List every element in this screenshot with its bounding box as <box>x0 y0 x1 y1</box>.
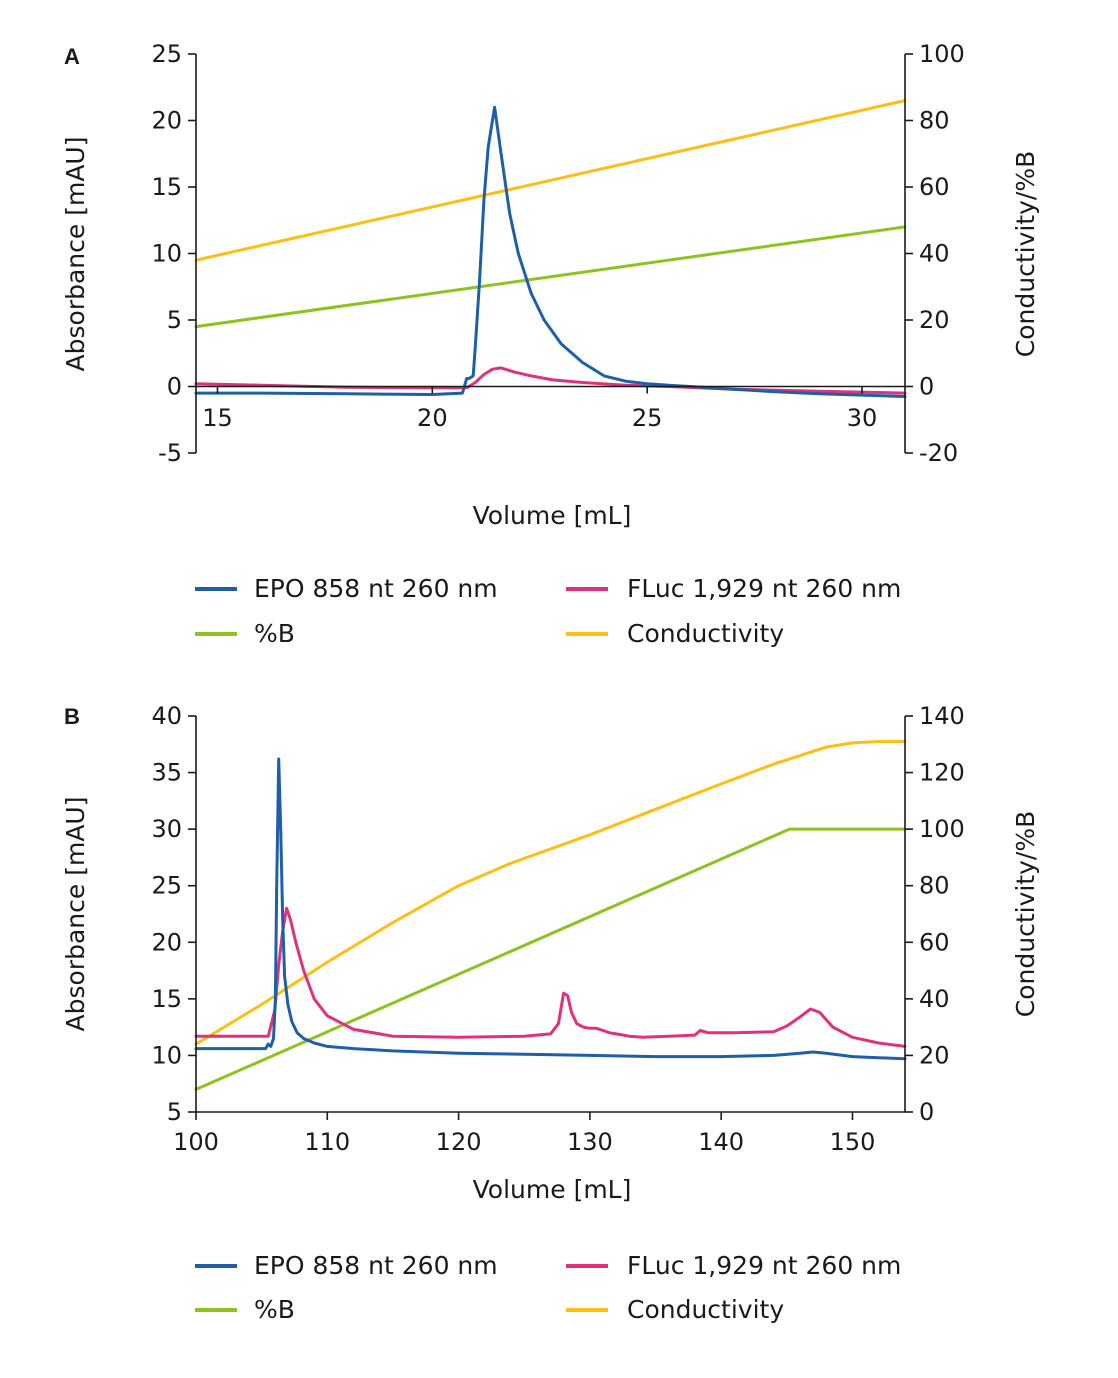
series-line-conductivity-a <box>194 99 907 262</box>
y2-tick-label: 80 <box>919 872 950 900</box>
panel-label-a: A <box>64 44 80 69</box>
y2-tick-label: 140 <box>919 702 965 730</box>
legend-label-percent-b-a: %B <box>254 619 295 648</box>
x-tick-label: 30 <box>847 404 878 432</box>
y-tick-label: 40 <box>151 702 182 730</box>
legend-label-conductivity-b: Conductivity <box>627 1295 784 1324</box>
series-line-fluc-1-929-nt-260-nm-b <box>194 906 907 1048</box>
axes-group-b: 5 10 15 20 25 30 35 40 0 20 40 60 80 100 120 140 100 110 1… <box>151 702 964 1156</box>
legend-label-conductivity-a: Conductivity <box>627 619 784 648</box>
y-tick-label: 10 <box>151 240 182 268</box>
legend-label-epo-a: EPO 858 nt 260 nm <box>254 574 498 603</box>
legend-label-epo-b: EPO 858 nt 260 nm <box>254 1251 498 1280</box>
y-tick-label: 20 <box>151 107 182 135</box>
panel-label-b: B <box>64 704 80 729</box>
y-axis-title-b: Absorbance [mAU] <box>61 797 90 1032</box>
series-line-b-a <box>194 225 907 329</box>
series-line-epo-858-nt-260-nm-a <box>194 105 907 398</box>
series-line-conductivity-b <box>194 740 907 1046</box>
y2-tick-label: 20 <box>919 1041 950 1069</box>
y-tick-label: 25 <box>151 40 182 68</box>
x-tick-label: 150 <box>830 1128 876 1156</box>
y2-tick-label: 60 <box>919 928 950 956</box>
y2-tick-label: 0 <box>919 373 934 401</box>
y-tick-label: 10 <box>151 1041 182 1069</box>
chart-panel-b: B 5 10 15 20 25 30 35 40 0 20 40 60 80 100 120 140 100 11… <box>61 702 1040 1324</box>
legend-b: EPO 858 nt 260 nm FLuc 1,929 nt 260 nm %… <box>195 1251 901 1324</box>
y2-tick-label: -20 <box>919 439 958 467</box>
y2-tick-label: 120 <box>919 759 965 787</box>
x-tick-label: 130 <box>567 1128 613 1156</box>
x-tick-label: 15 <box>202 404 233 432</box>
series-line-epo-858-nt-260-nm-b <box>194 757 907 1061</box>
x-tick-label: 20 <box>417 404 448 432</box>
y-tick-label: 15 <box>151 985 182 1013</box>
x-axis-title-b: Volume [mL] <box>473 1175 632 1204</box>
chart-panel-a: A -5 0 5 10 15 20 25 -20 0 20 40 60 80 100 15 20 25 30 Vo… <box>61 40 1040 648</box>
y-tick-label: 20 <box>151 928 182 956</box>
legend-label-fluc-a: FLuc 1,929 nt 260 nm <box>627 574 901 603</box>
y-tick-label: 35 <box>151 759 182 787</box>
y-axis-title-a: Absorbance [mAU] <box>61 137 90 372</box>
x-tick-label: 110 <box>304 1128 350 1156</box>
y2-tick-label: 60 <box>919 173 950 201</box>
x-tick-label: 100 <box>173 1128 219 1156</box>
y2-tick-label: 20 <box>919 306 950 334</box>
x-tick-label: 120 <box>436 1128 482 1156</box>
series-group-a <box>194 99 907 398</box>
y2-axis-title-b: Conductivity/%B <box>1011 811 1040 1017</box>
y-tick-label: -5 <box>158 439 182 467</box>
legend-label-fluc-b: FLuc 1,929 nt 260 nm <box>627 1251 901 1280</box>
series-group-b <box>194 740 907 1091</box>
axes-group-a: -5 0 5 10 15 20 25 -20 0 20 40 60 80 100 15 20 25 30 <box>151 40 964 467</box>
y2-tick-label: 0 <box>919 1098 934 1126</box>
y-tick-label: 25 <box>151 872 182 900</box>
y2-axis-title-a: Conductivity/%B <box>1011 151 1040 357</box>
series-line-b-b <box>194 827 907 1091</box>
legend-a: EPO 858 nt 260 nm FLuc 1,929 nt 260 nm %… <box>195 574 901 648</box>
x-tick-label: 25 <box>632 404 663 432</box>
x-tick-label: 140 <box>698 1128 744 1156</box>
y-tick-label: 5 <box>167 306 182 334</box>
x-axis-title-a: Volume [mL] <box>473 501 632 530</box>
y2-tick-label: 100 <box>919 815 965 843</box>
y2-tick-label: 40 <box>919 985 950 1013</box>
y2-tick-label: 40 <box>919 240 950 268</box>
legend-label-percent-b-b: %B <box>254 1295 295 1324</box>
series-line-fluc-1-929-nt-260-nm-a <box>194 366 907 395</box>
y2-tick-label: 100 <box>919 40 965 68</box>
y2-tick-label: 80 <box>919 107 950 135</box>
y-tick-label: 15 <box>151 173 182 201</box>
y-tick-label: 5 <box>167 1098 182 1126</box>
y-tick-label: 30 <box>151 815 182 843</box>
y-tick-label: 0 <box>167 373 182 401</box>
